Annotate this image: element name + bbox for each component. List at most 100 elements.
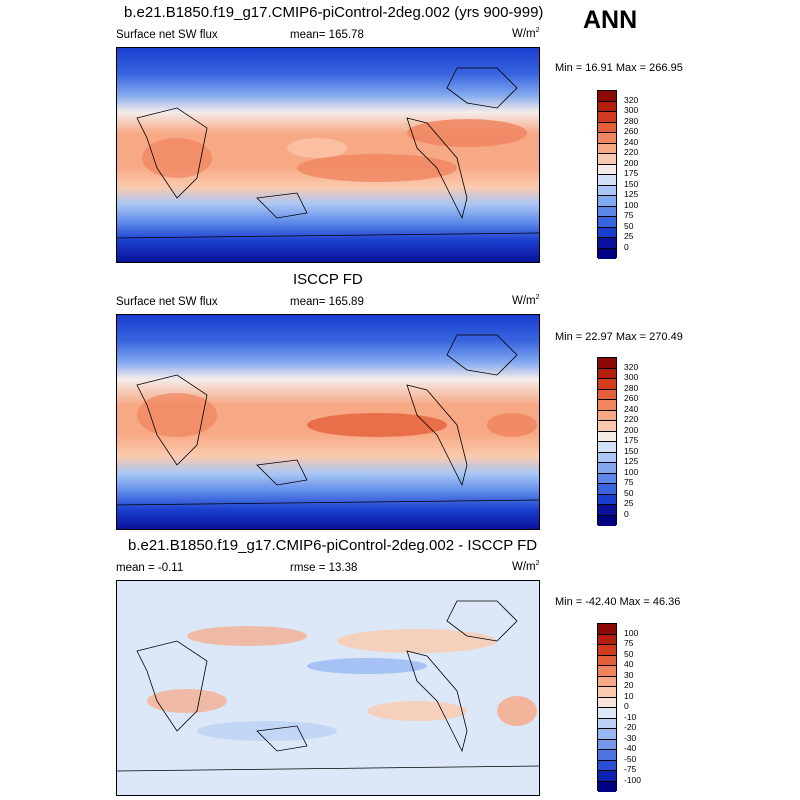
panel2-map-field [117,315,539,529]
colorbar-box [598,217,616,228]
colorbar-box [598,379,616,390]
colorbar-tick-label: 260 [624,126,639,136]
panel1-units: W/m2 [512,27,540,40]
panel1-mean-label: mean= 165.78 [290,29,364,41]
panel2-left-label: Surface net SW flux [116,296,218,308]
colorbar-tick-label: 280 [624,382,639,393]
colorbar-box [598,463,616,474]
colorbar-box [598,143,616,154]
colorbar-box [598,494,616,505]
colorbar-tick-label: -40 [624,743,637,753]
colorbar-box [598,196,616,207]
colorbar-tick-label: 0 [624,241,629,252]
colorbar-box [598,442,616,453]
colorbar-box [598,206,616,217]
panel3-colorbar [597,623,617,792]
colorbar-box [598,708,616,719]
panel3-rmse-label: rmse = 13.38 [290,562,358,574]
panel2-map [116,314,540,530]
colorbar-tick-label: 0 [624,508,629,519]
colorbar-tick-label: 175 [624,168,639,178]
colorbar-box [598,389,616,400]
colorbar-tick-label: 75 [624,210,634,220]
colorbar-tick-label: -50 [624,753,637,764]
colorbar-tick-label: 320 [624,94,639,105]
colorbar-box [598,421,616,432]
panel3-map-field [117,581,539,795]
colorbar-box [598,645,616,656]
colorbar-box [598,368,616,379]
panel3-title: b.e21.B1850.f19_g17.CMIP6-piControl-2deg… [128,537,538,554]
colorbar-box [598,112,616,123]
colorbar-box [598,515,616,526]
colorbar-tick-label: 125 [624,189,639,199]
panel3-map [116,580,540,796]
colorbar-box [598,781,616,792]
panel2-colorbar [597,357,617,526]
colorbar-tick-label: 260 [624,393,639,403]
colorbar-tick-label: -75 [624,764,637,774]
colorbar-tick-label: 220 [624,414,639,424]
colorbar-box [598,431,616,442]
colorbar-tick-label: 100 [624,627,639,638]
colorbar-box [598,676,616,687]
colorbar-tick-label: 150 [624,178,639,189]
colorbar-box [598,175,616,186]
panel2-minmax: Min = 22.97 Max = 270.49 [555,331,683,343]
panel1-colorbar [597,90,617,259]
colorbar-tick-label: -20 [624,722,637,732]
colorbar-box [598,238,616,249]
colorbar-box [598,624,616,635]
colorbar-box [598,122,616,133]
colorbar-tick-label: 50 [624,220,634,231]
colorbar-tick-label: 75 [624,638,634,648]
colorbar-box [598,473,616,484]
colorbar-box [598,771,616,782]
colorbar-tick-label: 300 [624,105,639,115]
panel2-mean-label: mean= 165.89 [290,296,364,308]
colorbar-box [598,248,616,259]
panel2-title: ISCCP FD [293,271,363,288]
colorbar-box [598,505,616,516]
colorbar-box [598,101,616,112]
colorbar-box [598,729,616,740]
panel3-units: W/m2 [512,560,540,573]
panel1-map [116,47,540,263]
colorbar-tick-label: 300 [624,372,639,382]
colorbar-tick-label: 20 [624,680,634,690]
colorbar-tick-label: 100 [624,199,639,210]
colorbar-tick-label: 220 [624,147,639,157]
colorbar-box [598,739,616,750]
colorbar-tick-label: 125 [624,456,639,466]
colorbar-box [598,655,616,666]
panel3-minmax: Min = -42.40 Max = 46.36 [555,596,681,608]
panel1-minmax: Min = 16.91 Max = 266.95 [555,62,683,74]
colorbar-tick-label: 320 [624,361,639,372]
colorbar-box [598,91,616,102]
colorbar-tick-label: 75 [624,477,634,487]
colorbar-box [598,185,616,196]
colorbar-tick-label: 0 [624,701,629,711]
colorbar-tick-label: 50 [624,648,634,659]
colorbar-tick-label: -100 [624,774,642,785]
colorbar-box [598,634,616,645]
colorbar-box [598,484,616,495]
colorbar-tick-label: 240 [624,403,639,414]
colorbar-box [598,697,616,708]
colorbar-box [598,750,616,761]
colorbar-box [598,410,616,421]
colorbar-tick-label: 240 [624,136,639,147]
colorbar-tick-label: 280 [624,115,639,126]
panel2-units: W/m2 [512,294,540,307]
colorbar-tick-label: 25 [624,498,634,508]
colorbar-box [598,687,616,698]
colorbar-box [598,666,616,677]
colorbar-tick-label: 175 [624,435,639,445]
colorbar-tick-label: 10 [624,690,634,701]
panel1-left-label: Surface net SW flux [116,29,218,41]
colorbar-tick-label: -10 [624,711,637,722]
colorbar-box [598,164,616,175]
colorbar-box [598,133,616,144]
colorbar-tick-label: 200 [624,157,639,168]
colorbar-tick-label: -30 [624,732,637,743]
